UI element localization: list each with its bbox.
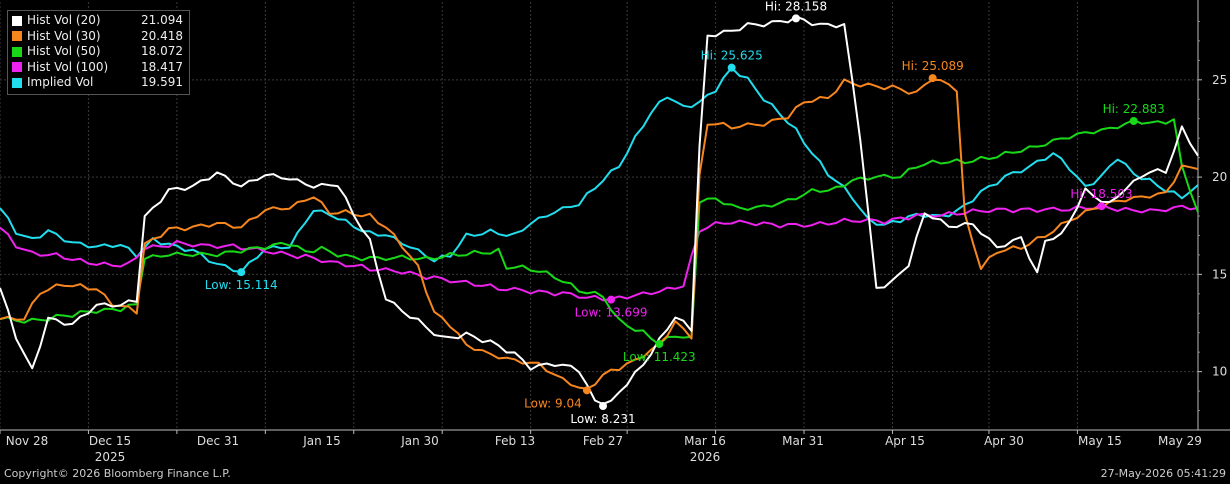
x-year-label: 2026 xyxy=(690,450,721,464)
legend-entry: Hist Vol (100) 18.417 xyxy=(12,60,183,76)
y-tick-label: 10 xyxy=(1212,365,1227,379)
extreme-label: Hi: 28.158 xyxy=(765,0,827,13)
x-tick-label: Apr 30 xyxy=(984,434,1024,448)
extreme-marker xyxy=(727,63,736,72)
extreme-label: Hi: 18.503 xyxy=(1070,187,1132,201)
legend-series-value: 20.418 xyxy=(141,28,183,43)
legend-series-name: Implied Vol xyxy=(27,75,94,89)
legend-swatch xyxy=(12,62,22,73)
extreme-marker xyxy=(582,386,591,395)
x-tick-label: Nov 28 xyxy=(6,434,49,448)
series-line-hist-vol-100 xyxy=(0,202,1199,302)
legend-series-name: Hist Vol (100) xyxy=(27,59,109,74)
x-tick-label: Mar 16 xyxy=(684,434,726,448)
y-tick-label: 15 xyxy=(1212,267,1227,281)
extreme-marker xyxy=(791,14,800,23)
y-tick-label: 25 xyxy=(1212,73,1227,87)
x-tick-label: Jan 30 xyxy=(400,434,439,448)
chart-legend: Hist Vol (20) 21.094 Hist Vol (30) 20.418 Hi… xyxy=(7,10,190,95)
legend-series-value: 18.417 xyxy=(141,59,183,74)
legend-series-name: Hist Vol (30) xyxy=(27,28,101,43)
legend-series-name: Hist Vol (50) xyxy=(27,44,101,58)
legend-swatch xyxy=(12,46,22,57)
legend-series-value: 18.072 xyxy=(141,44,183,58)
extreme-label: Low: 11.423 xyxy=(623,350,696,364)
legend-entry: Hist Vol (30) 20.418 xyxy=(12,29,183,45)
x-tick-label: Dec 15 xyxy=(89,434,131,448)
legend-swatch xyxy=(12,31,22,42)
x-tick-label: Apr 15 xyxy=(885,434,925,448)
legend-swatch xyxy=(12,77,22,88)
legend-entry: Implied Vol 19.591 xyxy=(12,75,183,91)
extreme-marker xyxy=(1129,117,1138,126)
x-tick-label: May 29 xyxy=(1158,434,1202,448)
copyright-text: Copyright© 2026 Bloomberg Finance L.P. xyxy=(4,467,231,480)
y-tick-label: 20 xyxy=(1212,170,1227,184)
extreme-marker xyxy=(1097,202,1106,211)
extreme-label: Hi: 22.883 xyxy=(1103,102,1165,116)
timestamp-text: 27-May-2026 05:41:29 xyxy=(1100,467,1226,480)
x-tick-label: Dec 31 xyxy=(197,434,239,448)
extreme-marker xyxy=(599,402,608,411)
extreme-marker xyxy=(237,268,246,277)
series-line-hist-vol-20 xyxy=(0,15,1199,406)
legend-entry: Hist Vol (50) 18.072 xyxy=(12,44,183,60)
extreme-marker xyxy=(928,74,937,83)
x-tick-label: Jan 15 xyxy=(302,434,341,448)
extreme-marker xyxy=(607,295,616,304)
extreme-label: Low: 13.699 xyxy=(575,306,648,320)
extreme-marker xyxy=(655,339,664,348)
legend-series-value: 19.591 xyxy=(141,75,183,89)
series-line-hist-vol-30 xyxy=(0,78,1199,390)
legend-series-name: Hist Vol (20) xyxy=(27,13,101,27)
extreme-label: Low: 9.04 xyxy=(524,396,582,410)
x-tick-label: Feb 27 xyxy=(583,434,623,448)
legend-entry: Hist Vol (20) 21.094 xyxy=(12,13,183,29)
legend-series-value: 21.094 xyxy=(141,13,183,27)
extreme-label: Low: 15.114 xyxy=(205,278,278,292)
extreme-label: Hi: 25.089 xyxy=(902,59,964,73)
series-line-hist-vol-50 xyxy=(0,118,1199,346)
x-tick-label: Feb 13 xyxy=(495,434,535,448)
legend-swatch xyxy=(12,15,22,26)
x-year-label: 2025 xyxy=(95,450,126,464)
x-tick-label: May 15 xyxy=(1078,434,1122,448)
extreme-label: Hi: 25.625 xyxy=(701,49,763,63)
x-tick-label: Mar 31 xyxy=(782,434,824,448)
extreme-label: Low: 8.231 xyxy=(570,412,635,426)
